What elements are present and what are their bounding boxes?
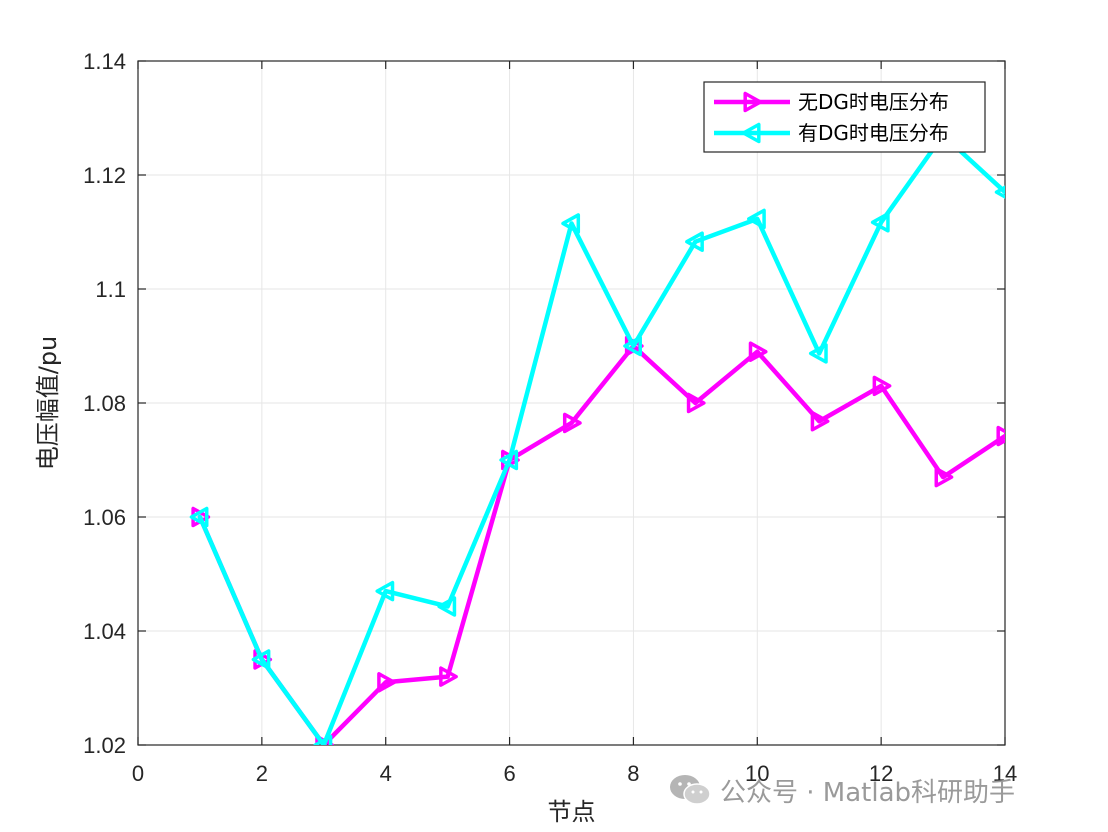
y-tick-label: 1.14 [83, 49, 126, 74]
data-point [437, 596, 457, 617]
data-point [561, 213, 581, 234]
x-tick-label: 14 [993, 761, 1017, 786]
legend-box [703, 81, 986, 153]
series-line [197, 132, 1005, 745]
series-1 [191, 335, 1005, 745]
legend-item: 有DG时电压分布 [714, 121, 949, 145]
legend-label: 有DG时电压分布 [798, 121, 949, 145]
data-point [808, 343, 828, 364]
x-tick-label: 10 [745, 761, 769, 786]
data-point [934, 466, 954, 488]
data-point [251, 649, 271, 670]
watermark-text: 公众号 · Matlab科研助手 [720, 777, 1016, 808]
data-point [685, 231, 704, 252]
data-point [313, 734, 333, 745]
data-point [870, 212, 890, 233]
data-point [189, 506, 209, 528]
series-2 [189, 124, 1005, 745]
data-point [562, 412, 582, 434]
legend-swatch-marker [743, 91, 763, 113]
y-tick-label: 1.12 [83, 163, 126, 188]
legend-item: 无DG时电压分布 [714, 90, 949, 114]
wechat-icon [670, 775, 711, 805]
data-point [499, 449, 519, 471]
series-line [197, 343, 1005, 745]
data-point [872, 375, 892, 397]
y-tick-label: 1.04 [83, 619, 126, 644]
x-tick-label: 8 [627, 761, 639, 786]
x-tick-label: 6 [503, 761, 515, 786]
y-tick-label: 1.02 [83, 733, 126, 758]
y-tick-label: 1.1 [95, 277, 126, 302]
x-tick-label: 12 [869, 761, 893, 786]
data-point [439, 666, 458, 687]
data-point [623, 335, 642, 357]
data-point [748, 341, 768, 362]
x-tick-label: 0 [132, 761, 144, 786]
x-tick-label: 4 [380, 761, 392, 786]
data-point [686, 392, 706, 414]
data-point [377, 672, 396, 693]
data-point [996, 425, 1005, 447]
y-axis-label: 电压幅值/pu [34, 336, 62, 471]
y-tick-label: 1.08 [83, 391, 126, 416]
data-point [747, 208, 766, 230]
data-point [810, 410, 830, 432]
x-axis-label: 节点 [548, 798, 596, 826]
legend-swatch-marker [741, 122, 761, 144]
data-point [994, 185, 1005, 199]
axis-ticks: 0 2 4 6 8 10 12 14 1.02 1.04 1.06 1.08 1.1 1.12 1.14 [83, 49, 1017, 786]
y-tick-label: 1.06 [83, 505, 126, 530]
x-tick-label: 2 [256, 761, 268, 786]
watermark: 公众号 · Matlab科研助手 [668, 770, 1015, 810]
grid [137, 60, 1006, 746]
legend-label: 无DG时电压分布 [798, 90, 949, 114]
series-group [189, 124, 1005, 745]
data-point [375, 580, 395, 602]
